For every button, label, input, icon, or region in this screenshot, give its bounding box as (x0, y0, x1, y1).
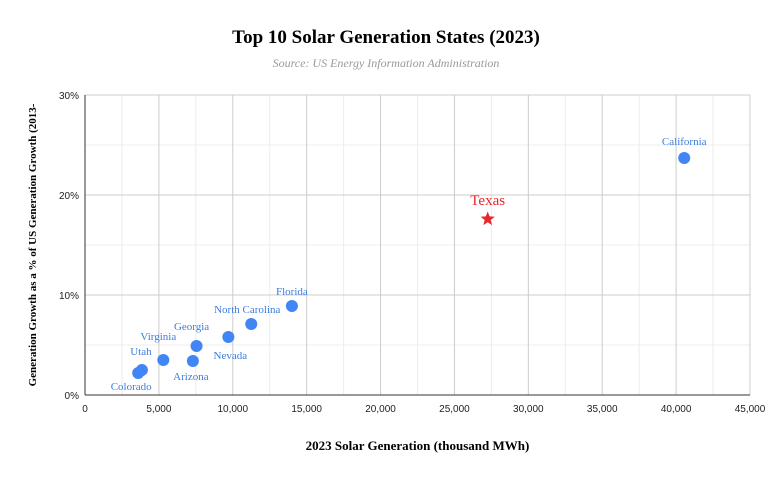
point-label: North Carolina (214, 304, 280, 316)
point-label: Colorado (111, 381, 152, 393)
x-tick-label: 25,000 (439, 404, 470, 415)
point-label: Arizona (173, 371, 209, 383)
point-label: Florida (276, 286, 308, 298)
point-label: California (662, 136, 707, 148)
data-point-colorado (132, 367, 145, 379)
point-label: Georgia (174, 321, 209, 333)
chart-subtitle: Source: US Energy Information Administra… (272, 56, 500, 70)
x-tick-label: 30,000 (513, 404, 544, 415)
y-tick-label: 20% (59, 191, 79, 202)
x-tick-label: 40,000 (661, 404, 692, 415)
data-point-virginia (157, 354, 170, 366)
y-tick-label: 10% (59, 291, 79, 302)
y-tick-label: 0% (65, 391, 80, 402)
data-point-georgia (190, 340, 203, 352)
data-point-california (678, 152, 691, 164)
star-marker-texas (480, 211, 495, 226)
data-point-florida (285, 300, 298, 312)
x-tick-label: 15,000 (291, 404, 322, 415)
x-tick-label: 0 (82, 404, 88, 415)
point-label: Nevada (214, 350, 248, 362)
y-tick-label: 30% (59, 91, 79, 102)
x-tick-label: 5,000 (146, 404, 171, 415)
x-tick-label: 35,000 (587, 404, 618, 415)
point-label: Virginia (140, 331, 176, 343)
x-tick-label: 10,000 (217, 404, 248, 415)
data-point-arizona (186, 355, 199, 367)
data-point-nevada (222, 331, 235, 343)
x-tick-label: 20,000 (365, 404, 396, 415)
x-tick-label: 45,000 (735, 404, 766, 415)
chart-title: Top 10 Solar Generation States (2023) (232, 27, 540, 48)
x-axis-label: 2023 Solar Generation (thousand MWh) (305, 438, 530, 453)
point-label: Texas (470, 193, 505, 209)
point-label: Utah (130, 346, 152, 358)
data-point-north-carolina (245, 318, 258, 330)
